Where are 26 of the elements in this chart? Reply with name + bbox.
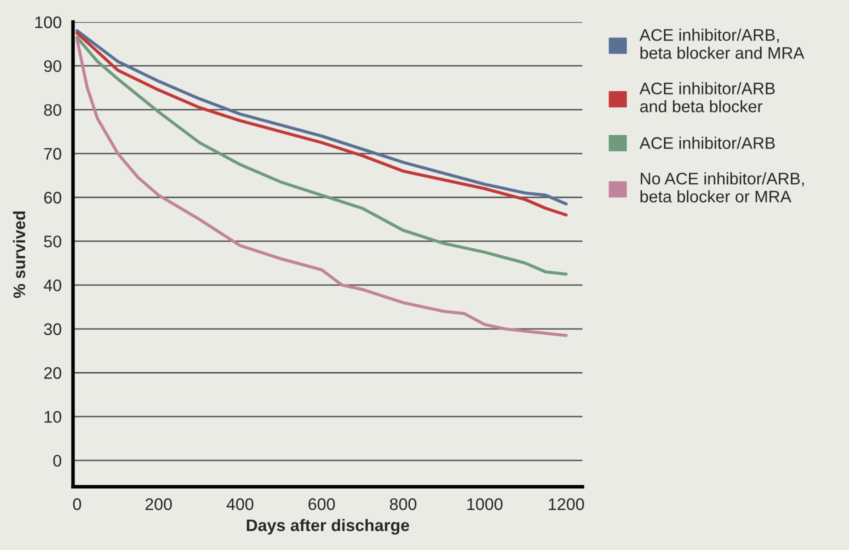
line-series — [76, 38, 568, 338]
y-tick-label: 50 — [44, 236, 62, 248]
legend-label: ACE inhibitor/ARB, beta blocker and MRA — [639, 28, 804, 59]
legend-label: ACE inhibitor/ARB — [639, 136, 775, 149]
line-series — [76, 36, 568, 276]
y-tick-label: 20 — [44, 367, 62, 379]
legend-label: ACE inhibitor/ARB and beta blocker — [639, 82, 775, 112]
y-tick-label: 30 — [44, 323, 62, 336]
x-tick-label: 1000 — [467, 498, 502, 510]
y-tick-label: 90 — [44, 60, 62, 72]
y-axis-title: % survived — [13, 211, 26, 298]
x-tick-label: 400 — [226, 498, 254, 510]
y-tick-label: 80 — [44, 104, 62, 116]
y-tick-label: 0 — [53, 454, 62, 467]
x-axis-title: Days after discharge — [246, 518, 410, 535]
x-tick-label: 1200 — [548, 498, 584, 510]
y-tick-label: 40 — [44, 279, 62, 292]
legend-label: No ACE inhibitor/ARB, beta blocker or MRA — [640, 172, 804, 202]
y-tick-label: 10 — [44, 411, 62, 423]
x-tick-label: 200 — [146, 498, 172, 510]
x-tick-label: 800 — [390, 498, 416, 510]
y-tick-label: 70 — [44, 148, 62, 160]
x-tick-label: 600 — [308, 498, 335, 510]
x-tick-label: 0 — [73, 498, 82, 510]
y-tick-label: 100 — [35, 16, 62, 28]
y-tick-label: 60 — [44, 192, 62, 204]
